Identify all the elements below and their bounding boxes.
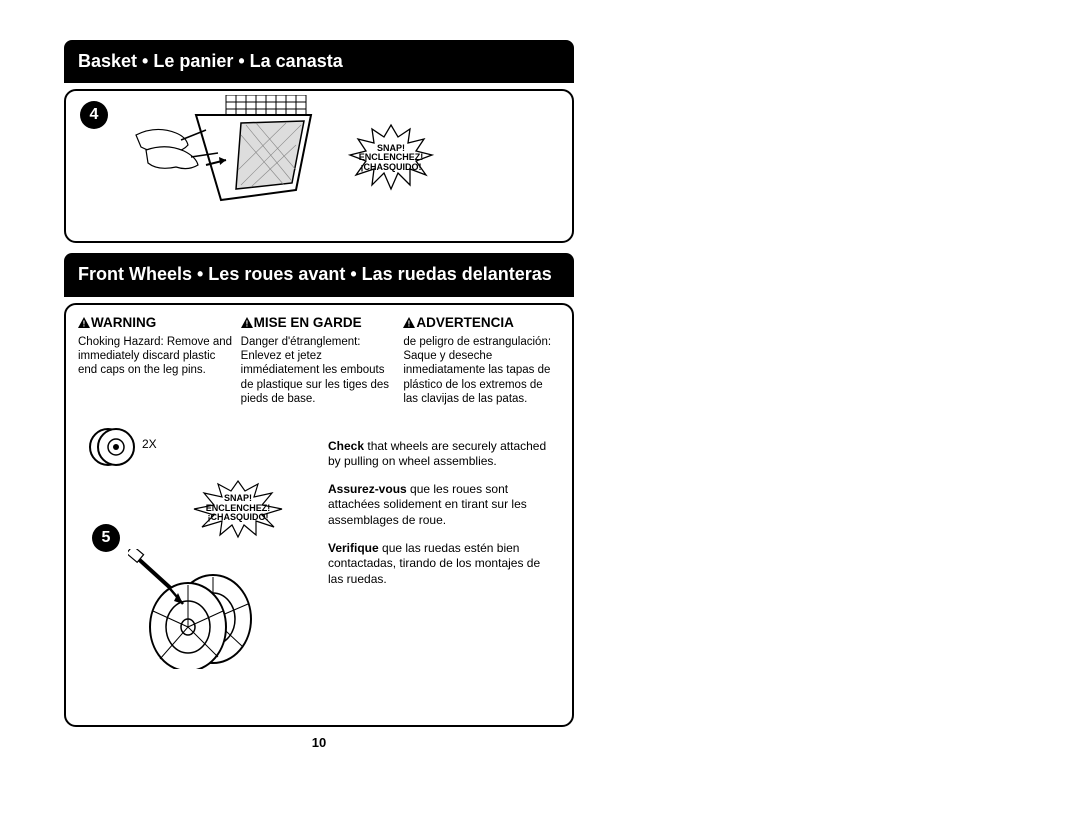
warning-fr-text: Danger d'étranglement: Enlevez et jetez … [241,335,398,407]
warning-es: ! ADVERTENCIA de peligro de estrangulaci… [403,315,560,407]
section-basket-header: Basket • Le panier • La canasta [64,40,574,83]
section-wheels-header: Front Wheels • Les roues avant • Las rue… [64,253,574,296]
page-number: 10 [64,735,574,750]
snap-callout-1: SNAP! ENCLENCHEZ! ¡CHASQUIDO! [346,123,436,193]
warning-fr: ! MISE EN GARDE Danger d'étranglement: E… [241,315,398,407]
warning-icon: ! [241,316,253,333]
warning-icon: ! [78,316,90,333]
check-en-bold: Check [328,439,364,453]
check-fr-bold: Assurez-vous [328,482,407,496]
snap-es: ¡CHASQUIDO! [359,163,424,173]
svg-text:!: ! [83,319,86,328]
basket-illustration [126,95,336,215]
warning-en-text: Choking Hazard: Remove and immediately d… [78,335,235,378]
warning-fr-title: MISE EN GARDE [254,315,362,330]
warning-en-title: WARNING [91,315,156,330]
warning-row: ! WARNING Choking Hazard: Remove and imm… [78,315,560,407]
step-number-4: 4 [80,101,108,129]
warning-es-title: ADVERTENCIA [416,315,514,330]
quantity-label: 2X [142,437,157,451]
check-instructions: Check that wheels are securely attached … [328,439,558,600]
svg-text:!: ! [245,319,248,328]
check-es-bold: Verifique [328,541,379,555]
warning-icon: ! [403,316,415,333]
step-number-5: 5 [92,524,120,552]
instruction-page: Basket • Le panier • La canasta 4 [64,40,574,750]
wheel-assembly-illustration [128,549,268,669]
step4-panel: 4 [64,89,574,243]
warning-en: ! WARNING Choking Hazard: Remove and imm… [78,315,235,407]
snap2-es: ¡CHASQUIDO! [206,513,271,523]
warning-es-text: de peligro de estrangulación: Saque y de… [403,335,560,407]
step5-panel: ! WARNING Choking Hazard: Remove and imm… [64,303,574,727]
snap-callout-2: SNAP! ENCLENCHEZ! ¡CHASQUIDO! [188,479,288,539]
svg-text:!: ! [408,319,411,328]
qty-wheel-icon [88,423,136,471]
